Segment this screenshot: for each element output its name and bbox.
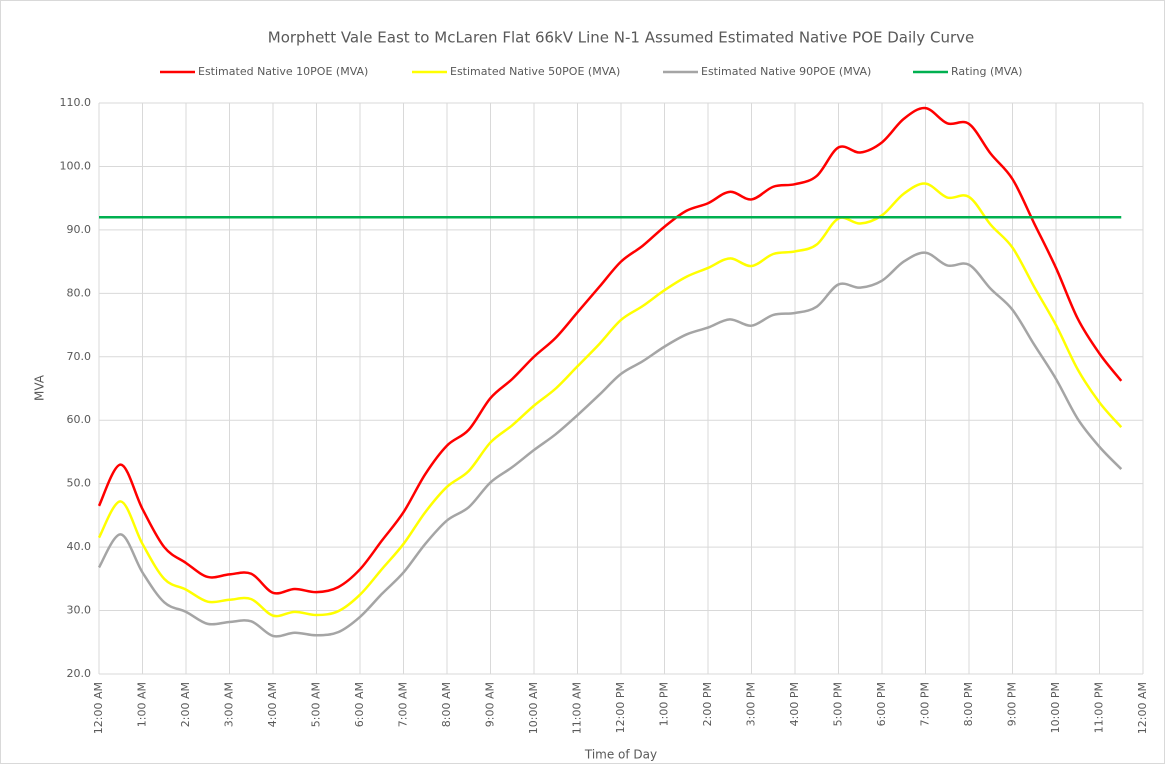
x-tick-label: 10:00 AM	[527, 682, 540, 734]
legend-label: Estimated Native 10POE (MVA)	[198, 65, 368, 78]
x-tick-label: 11:00 AM	[571, 682, 584, 734]
series-line	[97, 182, 1123, 618]
y-axis-title: MVA	[33, 374, 47, 401]
y-tick-label: 100.0	[60, 159, 92, 172]
legend-label: Rating (MVA)	[951, 65, 1022, 78]
x-tick-label: 7:00 PM	[919, 682, 932, 726]
x-tick-label: 11:00 PM	[1093, 682, 1106, 733]
y-tick-label: 20.0	[67, 667, 92, 680]
x-tick-label: 3:00 AM	[223, 682, 236, 727]
x-tick-label: 1:00 PM	[658, 682, 671, 726]
y-tick-label: 50.0	[67, 477, 92, 490]
x-tick-label: 8:00 AM	[440, 682, 453, 727]
x-tick-label: 9:00 PM	[1006, 682, 1019, 726]
y-tick-label: 70.0	[67, 350, 92, 363]
x-tick-label: 6:00 PM	[875, 682, 888, 726]
x-tick-label: 12:00 AM	[1136, 682, 1149, 734]
x-tick-label: 4:00 PM	[788, 682, 801, 726]
series-line	[97, 106, 1123, 595]
y-tick-label: 40.0	[67, 540, 92, 553]
legend-label: Estimated Native 90POE (MVA)	[701, 65, 871, 78]
x-tick-label: 8:00 PM	[962, 682, 975, 726]
x-tick-label: 9:00 AM	[484, 682, 497, 727]
x-tick-label: 6:00 AM	[353, 682, 366, 727]
x-axis-title: Time of Day	[584, 748, 657, 762]
x-tick-label: 2:00 PM	[701, 682, 714, 726]
x-tick-label: 5:00 PM	[832, 682, 845, 726]
x-tick-label: 7:00 AM	[397, 682, 410, 727]
x-tick-label: 3:00 PM	[745, 682, 758, 726]
x-tick-label: 5:00 AM	[310, 682, 323, 727]
chart-title: Morphett Vale East to McLaren Flat 66kV …	[268, 29, 974, 47]
x-tick-label: 12:00 PM	[614, 682, 627, 733]
y-tick-label: 60.0	[67, 413, 92, 426]
x-tick-label: 2:00 AM	[179, 682, 192, 727]
x-tick-label: 1:00 AM	[136, 682, 149, 727]
x-tick-label: 12:00 AM	[92, 682, 105, 734]
y-tick-label: 110.0	[60, 96, 92, 109]
y-tick-label: 80.0	[67, 286, 92, 299]
x-tick-label: 4:00 AM	[266, 682, 279, 727]
x-tick-label: 10:00 PM	[1049, 682, 1062, 733]
y-tick-label: 90.0	[67, 223, 92, 236]
y-tick-label: 30.0	[67, 604, 92, 617]
legend-label: Estimated Native 50POE (MVA)	[450, 65, 620, 78]
series-line	[97, 251, 1123, 638]
